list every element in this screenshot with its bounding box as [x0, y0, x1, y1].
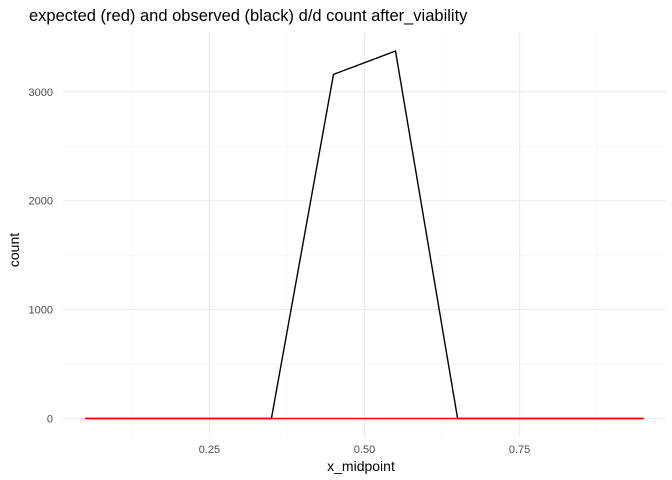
series-lines — [85, 50, 644, 420]
y-tick-label: 0 — [47, 413, 53, 425]
x-tick-label: 0.50 — [354, 444, 375, 456]
tick-labels: 0.25 0.50 0.75 0 1000 2000 3000 — [29, 87, 531, 456]
y-tick-label: 2000 — [29, 196, 53, 208]
y-axis-title: count — [6, 233, 22, 267]
chart-title: expected (red) and observed (black) d/d … — [29, 7, 468, 25]
y-tick-label: 1000 — [29, 305, 53, 317]
x-axis-title: x_midpoint — [327, 458, 395, 474]
x-tick-label: 0.75 — [509, 444, 530, 456]
x-tick-label: 0.25 — [199, 444, 220, 456]
y-tick-label: 3000 — [29, 87, 53, 99]
gridlines — [63, 33, 666, 437]
